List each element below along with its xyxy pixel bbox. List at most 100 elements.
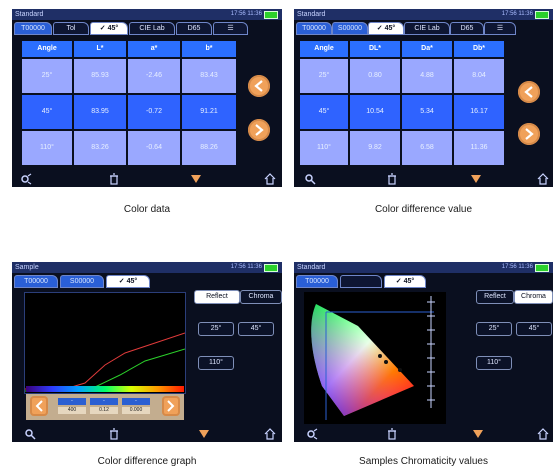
scale-ticks [427,296,435,408]
panel-color-data: Standard 17:56 11:36 T00000 Tol ✓ 45° CI… [12,9,282,187]
angle-45-button[interactable]: 45° [238,322,274,336]
angle-45-button[interactable]: 45° [516,322,552,336]
bottom-toolbar [294,426,553,442]
home-icon[interactable] [537,173,549,185]
tab-sample-id[interactable]: S00000 [60,275,104,288]
table-cell-angle: 110° [22,131,72,165]
trash-icon[interactable] [108,173,120,185]
table-cell-b: 91.21 [182,95,236,129]
previous-button[interactable] [518,81,540,103]
panel-color-difference-graph: Sample 17:56 11:36 T00000 S00000 ✓ 45° -… [12,262,282,442]
table-cell-dl: 0.80 [350,59,400,93]
zoom-icon[interactable] [304,173,316,185]
tab-menu[interactable]: ☰ [484,22,516,35]
angle-25-button[interactable]: 25° [476,322,512,336]
status-bar: Standard 17:56 11:36 [294,9,553,20]
reading-panel: - - - 400 0.12 0.000 [26,394,184,420]
dropdown-arrow-icon[interactable] [470,173,482,185]
zoom-icon[interactable] [24,428,36,440]
tab-sample-id[interactable] [340,275,382,288]
chevron-left-icon [254,80,263,92]
caption-color-data: Color data [123,204,171,215]
home-icon[interactable] [537,428,549,440]
tab-illuminant[interactable]: D65 [450,22,484,35]
tab-angle[interactable]: ✓ 45° [384,275,426,288]
caption-color-difference-graph: Color difference graph [97,456,197,467]
table-header-b: b* [182,41,236,57]
table-cell-db: 8.04 [454,59,504,93]
table-cell-a: -2.46 [128,59,180,93]
angle-25-button[interactable]: 25° [198,322,234,336]
table-cell-db: 16.17 [454,95,504,129]
trash-icon[interactable] [386,428,398,440]
tab-sample-id[interactable]: S00000 [332,22,368,35]
table-cell-a: -0.64 [128,131,180,165]
tab-standard-id[interactable]: T00000 [296,22,332,35]
table-header-db: Db* [454,41,504,57]
table-cell-angle: 25° [22,59,72,93]
tab-standard-id[interactable]: T00000 [14,22,52,35]
mini-table-header: - [90,398,118,405]
tab-standard-id[interactable]: T00000 [296,275,338,288]
table-cell-db: 11.36 [454,131,504,165]
trash-icon[interactable] [386,173,398,185]
home-icon[interactable] [264,428,276,440]
measure-icon[interactable] [306,428,318,440]
mini-table-header: - [58,398,86,405]
spectral-curves [25,332,186,392]
table-cell-angle: 45° [22,95,72,129]
mini-table-value: 400 [58,407,86,414]
chevron-right-icon [255,124,264,136]
dropdown-arrow-icon[interactable] [198,428,210,440]
reflect-button[interactable]: Reflect [476,290,514,304]
status-time: 17:56 11:36 [501,11,533,17]
tab-illuminant[interactable]: D65 [176,22,212,35]
table-cell-da: 6.58 [402,131,452,165]
next-button[interactable] [162,396,180,416]
trash-icon[interactable] [108,428,120,440]
tab-standard-id[interactable]: T00000 [14,275,58,288]
status-label: Standard [297,264,326,271]
previous-button[interactable] [30,396,48,416]
status-time: 17:56 11:36 [501,264,533,270]
tab-menu[interactable]: ☰ [213,22,248,35]
home-icon[interactable] [264,173,276,185]
angle-110-button[interactable]: 110° [476,356,512,370]
dropdown-arrow-icon[interactable] [190,173,202,185]
angle-110-button[interactable]: 110° [198,356,234,370]
dropdown-arrow-icon[interactable] [472,428,484,440]
tab-angle[interactable]: ✓ 45° [106,275,150,288]
tab-color-space[interactable]: CIE Lab [404,22,450,35]
tab-tolerance[interactable]: Tol [53,22,89,35]
table-cell-da: 5.34 [402,95,452,129]
table-cell-angle: 25° [300,59,348,93]
table-cell-dl: 9.82 [350,131,400,165]
table-cell-angle: 110° [300,131,348,165]
bottom-toolbar [12,426,282,442]
bottom-toolbar [12,171,282,187]
caption-color-difference-value: Color difference value [374,204,473,215]
table-header-da: Da* [402,41,452,57]
spectral-graph[interactable] [24,292,186,394]
chromaticity-diagram[interactable] [304,292,446,424]
panel-color-difference-value: Standard 17:56 11:36 T00000 S00000 ✓ 45°… [294,9,553,187]
tab-angle[interactable]: ✓ 45° [368,22,404,35]
status-time: 17:56 11:36 [230,11,262,17]
next-button[interactable] [518,123,540,145]
tab-strip: T00000 Tol ✓ 45° CIE Lab D65 ☰ [14,22,280,35]
reflect-button[interactable]: Reflect [194,290,240,304]
previous-button[interactable] [248,75,270,97]
chroma-button[interactable]: Chroma [514,290,553,304]
chroma-button[interactable]: Chroma [240,290,282,304]
tab-color-space[interactable]: CIE Lab [129,22,175,35]
next-button[interactable] [248,119,270,141]
table-cell-angle: 45° [300,95,348,129]
table-cell-b: 83.43 [182,59,236,93]
chromaticity-plot [311,304,434,420]
measure-icon[interactable] [20,173,32,185]
table-header-angle: Angle [22,41,72,57]
table-cell-l: 85.93 [74,59,126,93]
mini-table-value: 0.000 [122,407,150,414]
tab-angle[interactable]: ✓ 45° [90,22,128,35]
status-label: Standard [297,11,326,18]
